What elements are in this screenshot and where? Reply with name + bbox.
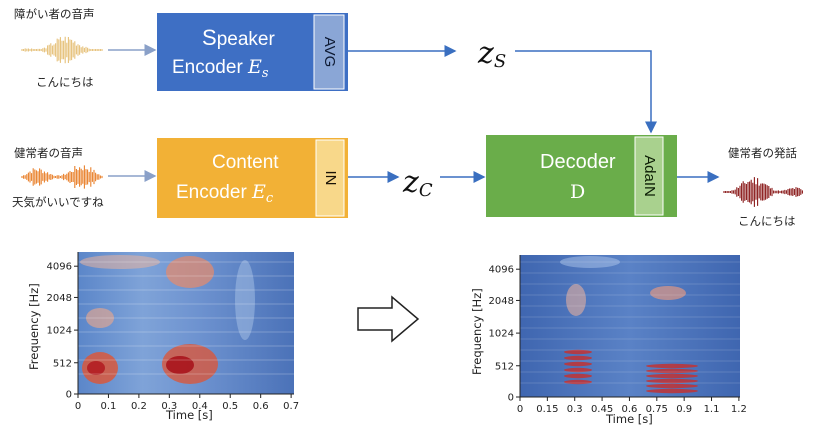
spectrogram-left-ylabel: Frequency [Hz] — [27, 283, 41, 370]
spectrogram-left: 0 0.1 0.2 0.3 0.4 0.5 0.6 0.7 0 512 1024 2048 4096 T… — [27, 252, 299, 422]
x-tick-label: 0 — [75, 401, 81, 412]
y-tick-label: 512 — [53, 358, 72, 369]
x-tick-label: 0.3 — [161, 401, 177, 412]
healthy-speech-label: 健常者の音声 — [14, 146, 83, 160]
y-tick-label: 0 — [66, 390, 72, 401]
spectrogram-left-xlabel: Time [s] — [165, 408, 213, 422]
y-tick-label: 2048 — [47, 293, 72, 304]
output-waveform-icon — [723, 177, 803, 207]
x-tick-label: 0.3 — [567, 404, 583, 415]
y-tick-label: 0 — [508, 393, 514, 404]
y-tick-label: 1024 — [47, 326, 72, 337]
output-speech-caption: こんにちは — [738, 214, 796, 228]
zs-symbol: zS — [477, 36, 506, 72]
disordered-speech-label: 障がい者の音声 — [14, 7, 95, 21]
content-encoder-subtitle: Encoder Ec — [176, 181, 274, 206]
x-tick-label: 0.15 — [536, 404, 558, 415]
x-tick-label: 0.4 — [192, 401, 208, 412]
spectrogram-right-ylabel: Frequency [Hz] — [470, 288, 484, 375]
disordered-waveform-icon — [21, 36, 103, 64]
disordered-speech-caption: こんにちは — [36, 75, 94, 89]
x-tick-label: 1.1 — [704, 404, 720, 415]
spectrogram-right-image — [520, 255, 740, 397]
x-tick-label: 0.1 — [100, 401, 116, 412]
speaker-encoder-title: Speaker — [202, 25, 275, 50]
speaker-encoder-block: AVG Speaker Encoder Es — [157, 13, 348, 91]
y-tick-label: 1024 — [489, 329, 514, 340]
avg-tag-label: AVG — [321, 37, 338, 68]
decoder-title: Decoder — [540, 151, 616, 173]
x-tick-label: 0.75 — [646, 404, 668, 415]
adain-tag — [634, 136, 664, 216]
x-tick-label: 0 — [517, 404, 523, 415]
speaker-encoder-subtitle: Encoder Es — [172, 56, 269, 81]
conversion-arrow-icon — [357, 295, 420, 343]
decoder-block: AdaIN Decoder D — [486, 135, 677, 217]
x-tick-label: 0.45 — [591, 404, 613, 415]
x-tick-label: 0.6 — [253, 401, 269, 412]
x-tick-label: 0.5 — [222, 401, 238, 412]
spectrogram-right: 0 0.15 0.3 0.45 0.6 0.75 0.9 1.1 1.2 0 512 1024 2048… — [470, 255, 747, 426]
x-tick-label: 0.6 — [621, 404, 637, 415]
adain-tag-label: AdaIN — [641, 155, 658, 197]
x-tick-label: 0.9 — [676, 404, 692, 415]
healthy-waveform-icon — [21, 165, 103, 189]
x-tick-label: 0.7 — [283, 401, 299, 412]
zc-symbol: zC — [402, 165, 433, 201]
x-tick-label: 0.2 — [131, 401, 147, 412]
arrow-zs-to-adain — [515, 50, 657, 134]
instance-norm-tag — [315, 139, 345, 217]
y-tick-label: 512 — [495, 361, 514, 372]
content-encoder-block: IN Content Encoder Ec — [157, 138, 348, 218]
y-tick-label: 2048 — [489, 296, 514, 307]
y-tick-label: 4096 — [489, 265, 514, 276]
avg-pooling-tag — [313, 14, 345, 90]
spectrogram-right-xlabel: Time [s] — [605, 412, 653, 426]
output-speech-label: 健常者の発話 — [728, 146, 797, 160]
decoder-symbol: D — [570, 181, 585, 203]
in-tag-label: IN — [322, 171, 339, 186]
y-tick-label: 4096 — [47, 262, 72, 273]
content-encoder-title: Content — [212, 152, 279, 173]
healthy-speech-caption: 天気がいいですね — [12, 195, 104, 209]
x-tick-label: 1.2 — [731, 404, 747, 415]
